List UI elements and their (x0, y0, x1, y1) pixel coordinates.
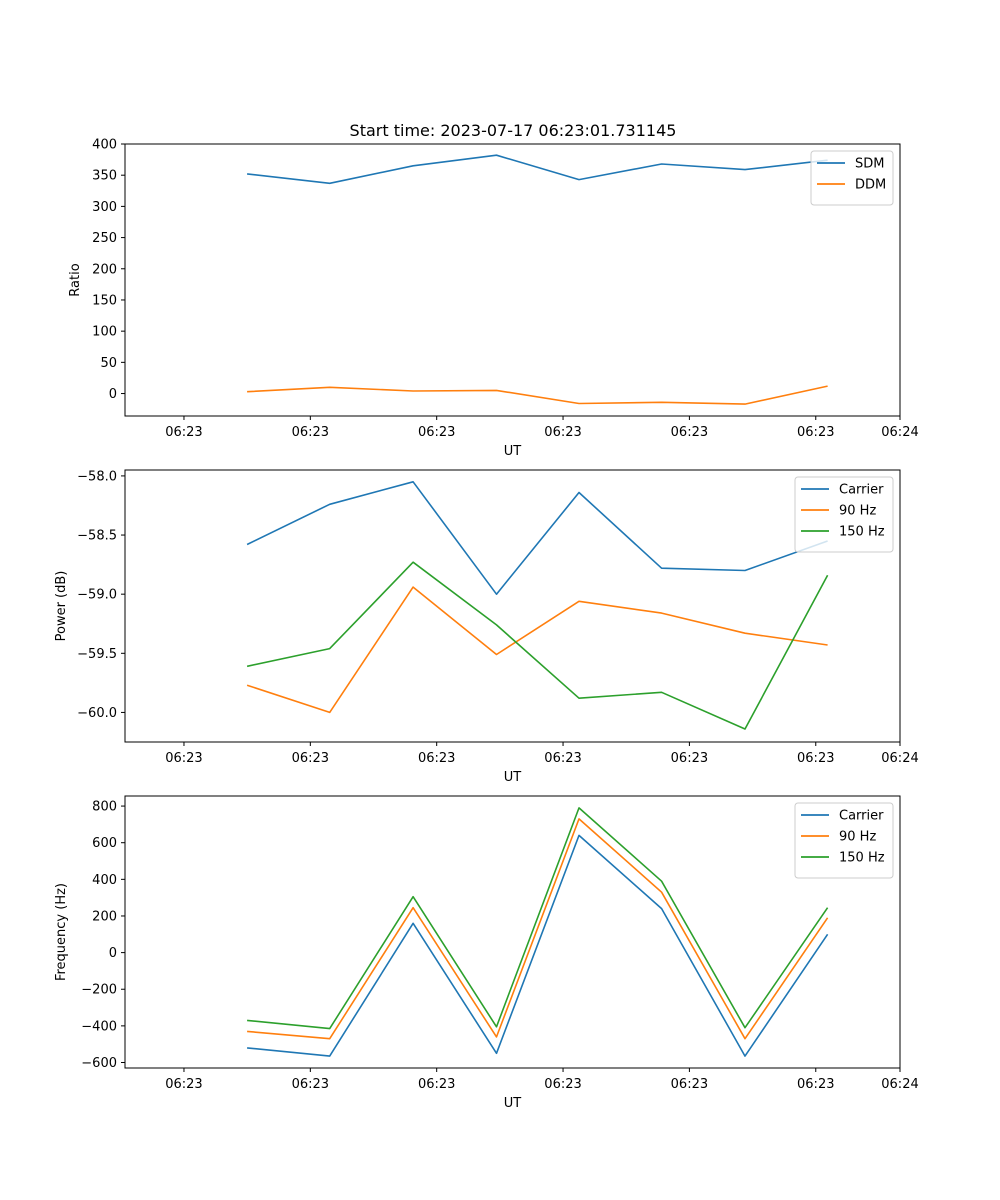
x-tick-label: 06:24 (881, 425, 918, 440)
x-tick-label: 06:23 (797, 1077, 834, 1092)
y-tick-label: 600 (92, 836, 117, 851)
y-tick-label: −400 (81, 1019, 117, 1034)
chart-panel-2: 06:23 06:23 06:23 06:23 06:23 06:23 06:24 −60.0… (54, 469, 919, 785)
y-tick-label: −59.0 (77, 588, 117, 603)
y-tick-label: 400 (92, 873, 117, 888)
plot-frame (124, 795, 901, 1069)
x-tick-label: 06:23 (797, 751, 834, 766)
series-line-sdm (247, 154, 828, 185)
x-tick-label: 06:23 (671, 425, 708, 440)
y-tick-label: −59.5 (77, 647, 117, 662)
y-tick-label: 250 (92, 231, 117, 246)
x-tick-label: 06:23 (292, 751, 329, 766)
y-tick-label: 400 (92, 138, 117, 153)
y-axis-label: Ratio (68, 263, 83, 296)
legend: Carrier 90 Hz 150 Hz (794, 476, 894, 553)
y-tick-label: −58.5 (77, 529, 117, 544)
y-tick-label: 350 (92, 169, 117, 184)
legend-label: 150 Hz (839, 851, 885, 866)
x-axis-label: UT (504, 770, 522, 785)
x-axis-label: UT (504, 1096, 522, 1111)
y-axis-label: Power (dB) (54, 571, 69, 642)
x-axis-label: UT (504, 444, 522, 459)
y-tick-label: 800 (92, 800, 117, 815)
legend-label: 90 Hz (839, 830, 876, 845)
y-tick-label: 0 (109, 946, 117, 961)
y-tick-label: 150 (92, 293, 117, 308)
y-tick-label: −58.0 (77, 469, 117, 484)
chart-panel-1: 06:23 06:23 06:23 06:23 06:23 06:23 06:24 0 50 10… (68, 138, 919, 460)
y-tick-label: 100 (92, 325, 117, 340)
series-line-carrier (246, 480, 828, 596)
x-tick-label: 06:23 (797, 425, 834, 440)
legend-label: DDM (855, 178, 886, 193)
plot-frame (124, 469, 901, 743)
y-tick-label: −600 (81, 1056, 117, 1071)
x-tick-label: 06:23 (544, 751, 581, 766)
series-line-90-hz (247, 818, 829, 1040)
x-tick-label: 06:23 (544, 1077, 581, 1092)
x-tick-label: 06:23 (671, 751, 708, 766)
legend-label: 90 Hz (839, 504, 876, 519)
series-line-ddm (247, 385, 828, 405)
y-axis-label: Frequency (Hz) (54, 883, 69, 981)
x-tick-label: 06:24 (881, 1077, 918, 1092)
legend-box (794, 802, 894, 879)
legend: Carrier 90 Hz 150 Hz (794, 802, 894, 879)
legend-label: Carrier (839, 483, 884, 498)
x-tick-label: 06:23 (544, 425, 581, 440)
x-tick-label: 06:23 (418, 1077, 455, 1092)
series-line-carrier (247, 834, 829, 1057)
x-tick-label: 06:23 (292, 425, 329, 440)
y-tick-label: 300 (92, 200, 117, 215)
y-tick-label: −60.0 (77, 706, 117, 721)
x-tick-label: 06:23 (165, 425, 202, 440)
legend-label: 150 Hz (839, 525, 885, 540)
y-tick-label: 200 (92, 262, 117, 277)
figure-title: Start time: 2023-07-17 06:23:01.731145 (350, 121, 677, 140)
plot-frame (124, 143, 901, 417)
x-tick-label: 06:23 (418, 751, 455, 766)
legend: SDM DDM (810, 150, 894, 206)
legend-label: SDM (855, 157, 884, 172)
series-line-150-hz (246, 561, 829, 730)
x-tick-label: 06:23 (292, 1077, 329, 1092)
series-line-90-hz (246, 586, 828, 714)
y-tick-label: 200 (92, 909, 117, 924)
chart-panel-3: 06:23 06:23 06:23 06:23 06:23 06:23 06:24 −600 −… (54, 795, 919, 1111)
x-tick-label: 06:23 (165, 751, 202, 766)
y-tick-label: −200 (81, 983, 117, 998)
x-tick-label: 06:23 (165, 1077, 202, 1092)
x-tick-label: 06:24 (881, 751, 918, 766)
legend-box (810, 150, 894, 206)
x-tick-label: 06:23 (671, 1077, 708, 1092)
series-line-150-hz (247, 807, 829, 1030)
x-tick-label: 06:23 (418, 425, 455, 440)
legend-label: Carrier (839, 809, 884, 824)
y-tick-label: 0 (109, 387, 117, 402)
legend-box (794, 476, 894, 553)
y-tick-label: 50 (100, 356, 117, 371)
